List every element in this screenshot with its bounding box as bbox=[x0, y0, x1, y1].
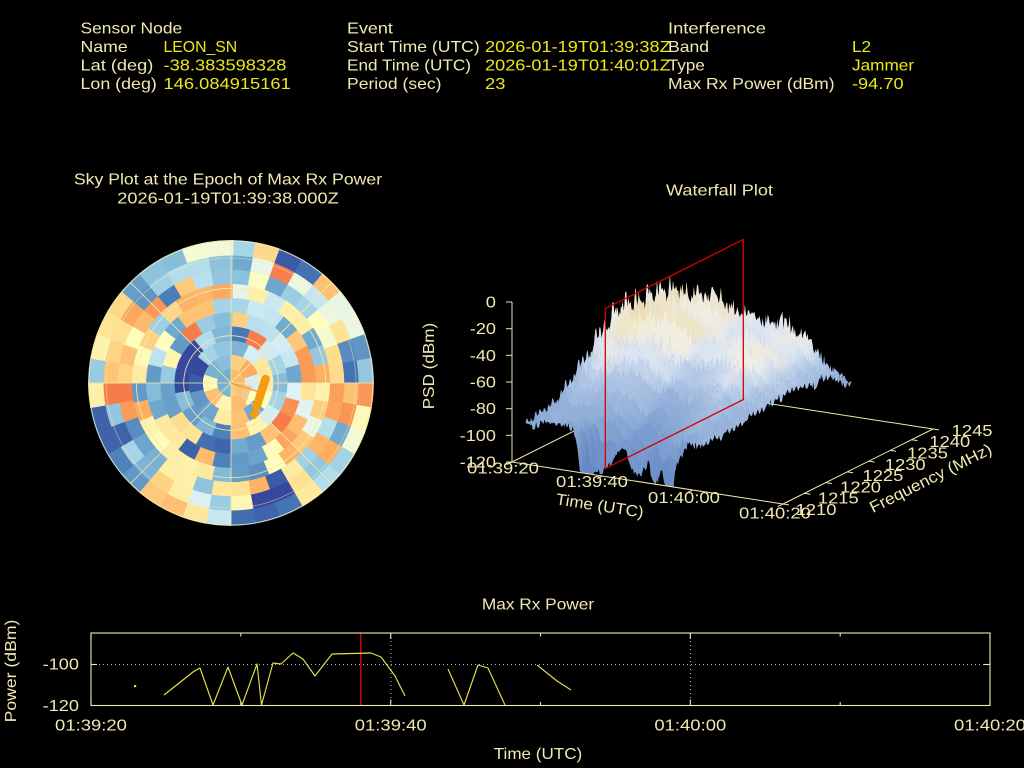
svg-text:PSD (dBm): PSD (dBm) bbox=[421, 323, 438, 410]
svg-text:1235: 1235 bbox=[907, 446, 948, 463]
svg-text:Sensor Node: Sensor Node bbox=[81, 21, 183, 38]
svg-text:Waterfall Plot: Waterfall Plot bbox=[666, 183, 774, 200]
svg-text:2026-01-19T01:40:01Z: 2026-01-19T01:40:01Z bbox=[485, 58, 671, 75]
svg-text:Max Rx Power (dBm): Max Rx Power (dBm) bbox=[668, 76, 835, 93]
svg-text:-94.70: -94.70 bbox=[852, 76, 904, 93]
svg-text:Time (UTC): Time (UTC) bbox=[494, 746, 583, 763]
svg-text:Band: Band bbox=[668, 39, 709, 56]
svg-text:01:39:20: 01:39:20 bbox=[467, 461, 539, 478]
svg-text:Power (dBm): Power (dBm) bbox=[3, 620, 20, 723]
svg-text:Max Rx Power: Max Rx Power bbox=[482, 597, 595, 614]
svg-text:Lat (deg): Lat (deg) bbox=[81, 58, 154, 75]
svg-text:01:40:00: 01:40:00 bbox=[648, 490, 720, 507]
svg-text:1225: 1225 bbox=[863, 468, 904, 485]
svg-text:-100: -100 bbox=[460, 428, 496, 445]
svg-text:Start Time (UTC): Start Time (UTC) bbox=[347, 39, 480, 56]
svg-text:1215: 1215 bbox=[818, 491, 859, 508]
svg-text:L2: L2 bbox=[852, 39, 871, 56]
svg-text:01:39:40: 01:39:40 bbox=[355, 718, 427, 735]
svg-text:-120: -120 bbox=[43, 698, 79, 715]
svg-text:146.084915161: 146.084915161 bbox=[164, 76, 291, 93]
svg-text:Period (sec): Period (sec) bbox=[347, 76, 442, 93]
svg-text:Jammer: Jammer bbox=[852, 58, 915, 75]
svg-text:1230: 1230 bbox=[885, 457, 926, 474]
svg-text:2026-01-19T01:39:38.000Z: 2026-01-19T01:39:38.000Z bbox=[117, 191, 339, 208]
svg-text:Type: Type bbox=[668, 58, 705, 75]
svg-text:1210: 1210 bbox=[796, 502, 837, 519]
svg-text:-80: -80 bbox=[470, 401, 496, 418]
svg-text:01:39:40: 01:39:40 bbox=[556, 474, 628, 491]
svg-text:Sky Plot at the Epoch of Max R: Sky Plot at the Epoch of Max Rx Power bbox=[74, 172, 383, 189]
svg-text:-40: -40 bbox=[470, 348, 496, 365]
svg-text:23: 23 bbox=[485, 76, 506, 93]
svg-text:2026-01-19T01:39:38Z: 2026-01-19T01:39:38Z bbox=[485, 39, 671, 56]
svg-text:LEON_SN: LEON_SN bbox=[164, 39, 238, 56]
svg-text:01:40:20: 01:40:20 bbox=[954, 718, 1024, 735]
svg-text:-38.383598328: -38.383598328 bbox=[164, 58, 287, 75]
svg-text:01:40:00: 01:40:00 bbox=[654, 718, 726, 735]
svg-text:-20: -20 bbox=[470, 321, 496, 338]
svg-text:01:40:20: 01:40:20 bbox=[739, 506, 811, 523]
svg-text:01:39:20: 01:39:20 bbox=[55, 718, 127, 735]
svg-text:-120: -120 bbox=[460, 455, 496, 472]
svg-text:1245: 1245 bbox=[952, 423, 993, 440]
svg-text:Event: Event bbox=[347, 21, 393, 38]
svg-text:End Time (UTC): End Time (UTC) bbox=[347, 58, 471, 75]
svg-text:-100: -100 bbox=[43, 657, 79, 674]
svg-text:1220: 1220 bbox=[840, 479, 881, 496]
svg-text:0: 0 bbox=[486, 295, 496, 312]
svg-text:Interference: Interference bbox=[668, 21, 766, 38]
svg-text:1240: 1240 bbox=[929, 434, 970, 451]
svg-text:-60: -60 bbox=[470, 375, 496, 392]
svg-text:Name: Name bbox=[81, 39, 128, 56]
svg-text:Lon (deg): Lon (deg) bbox=[81, 76, 157, 93]
